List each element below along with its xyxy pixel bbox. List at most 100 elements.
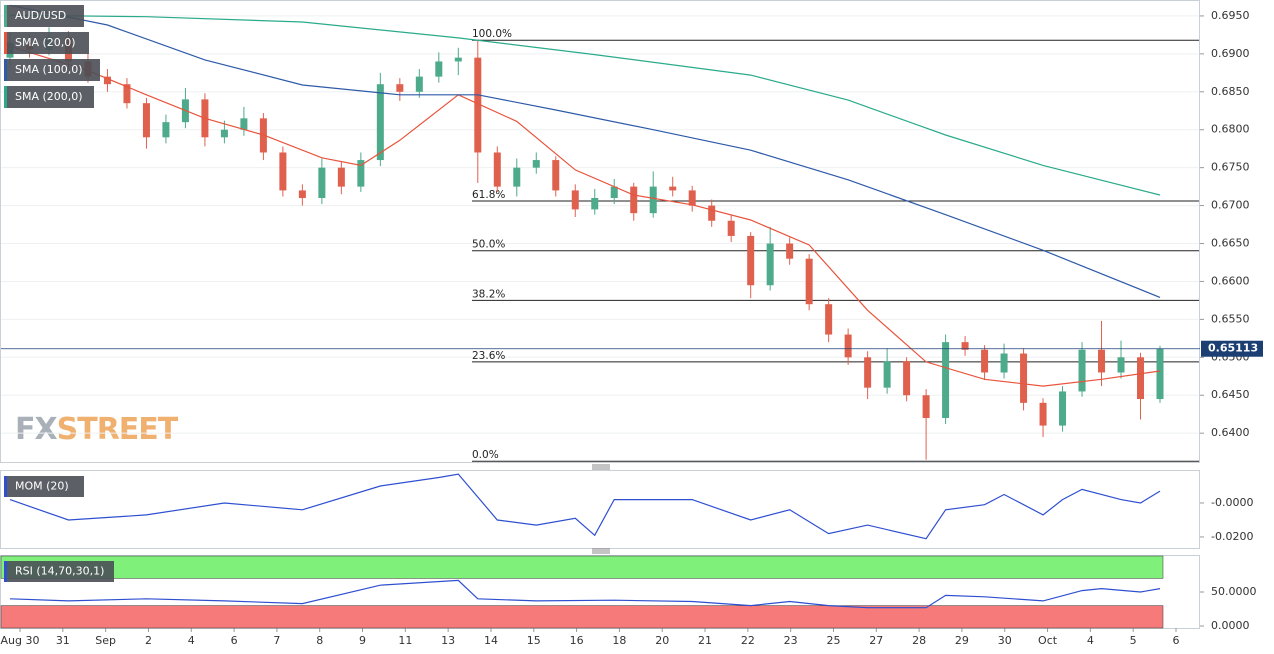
logo: FXSTREET bbox=[15, 412, 179, 447]
candle-body bbox=[708, 205, 716, 221]
candle-body bbox=[1098, 349, 1106, 373]
candle-body bbox=[1078, 349, 1086, 392]
candle-body bbox=[142, 103, 150, 138]
legend-label: SMA (20,0) bbox=[15, 36, 76, 49]
candle-body bbox=[493, 152, 501, 187]
mom-panel bbox=[0, 470, 1200, 549]
last-price-label: 0.65113 bbox=[1208, 342, 1258, 355]
candle-body bbox=[474, 57, 482, 153]
legend-box bbox=[4, 32, 89, 54]
logo-part: STREET bbox=[57, 412, 179, 447]
candle-body bbox=[747, 235, 755, 286]
legend-marker bbox=[4, 561, 7, 582]
x-tick-label: 20 bbox=[655, 634, 669, 647]
y-tick-label: -0.0000 bbox=[1211, 496, 1253, 509]
candle-body bbox=[357, 160, 365, 187]
candle-body bbox=[552, 160, 560, 191]
y-tick-label: 0.6650 bbox=[1211, 237, 1250, 250]
legend-box bbox=[4, 5, 84, 27]
candle-body bbox=[1059, 391, 1067, 426]
candle-body bbox=[688, 190, 696, 206]
candle-body bbox=[610, 186, 618, 198]
x-tick-label: 4 bbox=[1087, 634, 1094, 647]
y-tick-label: 0.0000 bbox=[1211, 619, 1250, 632]
candle-body bbox=[1117, 357, 1125, 373]
x-tick-label: 30 bbox=[998, 634, 1012, 647]
candle-body bbox=[435, 61, 443, 77]
candle-body bbox=[942, 342, 950, 418]
x-tick-label: 29 bbox=[955, 634, 969, 647]
fib-label: 23.6% bbox=[472, 350, 505, 362]
y-tick-label: 50.0000 bbox=[1211, 585, 1257, 598]
candle-body bbox=[298, 190, 306, 198]
x-tick-label: 13 bbox=[441, 634, 455, 647]
x-tick-label: 8 bbox=[316, 634, 323, 647]
fib-label: 50.0% bbox=[472, 239, 505, 251]
x-tick-label: 21 bbox=[698, 634, 712, 647]
candle-body bbox=[318, 167, 326, 198]
candle-body bbox=[1039, 402, 1047, 426]
x-tick-label: 23 bbox=[784, 634, 798, 647]
sma-line bbox=[9, 14, 1161, 196]
last-price-tag bbox=[1201, 340, 1263, 357]
x-tick-label: 28 bbox=[912, 634, 926, 647]
candle-body bbox=[630, 186, 638, 214]
legend-box bbox=[4, 59, 100, 81]
candle-body bbox=[454, 57, 462, 62]
legend-label: MOM (20) bbox=[15, 480, 69, 493]
x-tick-label: 7 bbox=[273, 634, 280, 647]
candle-body bbox=[279, 152, 287, 191]
candle-body bbox=[766, 243, 774, 286]
legend-box bbox=[4, 476, 84, 497]
indicator-line bbox=[9, 579, 1161, 609]
x-tick-label: Aug 30 bbox=[1, 634, 40, 647]
x-tick-label: 22 bbox=[741, 634, 755, 647]
x-tick-label: 16 bbox=[570, 634, 584, 647]
candle-body bbox=[903, 361, 911, 396]
x-tick-label: 15 bbox=[527, 634, 541, 647]
candle-body bbox=[337, 167, 345, 187]
y-tick-label: 0.6450 bbox=[1211, 388, 1250, 401]
y-tick-label: 0.6700 bbox=[1211, 199, 1250, 212]
main-panel bbox=[0, 0, 1200, 463]
candle-body bbox=[1137, 357, 1145, 400]
x-tick-label: Oct bbox=[1038, 634, 1058, 647]
candle-body bbox=[591, 198, 599, 210]
x-tick-label: 6 bbox=[1173, 634, 1180, 647]
logo-part: FX bbox=[15, 412, 57, 447]
candle-body bbox=[103, 76, 111, 85]
x-tick-label: 4 bbox=[188, 634, 195, 647]
legend-marker bbox=[4, 86, 7, 108]
legend-marker bbox=[4, 32, 7, 54]
legend-label: SMA (200,0) bbox=[15, 90, 83, 103]
y-tick-label: 0.6600 bbox=[1211, 274, 1250, 287]
oversold-band bbox=[0, 605, 1164, 629]
candle-body bbox=[513, 167, 521, 187]
candle-body bbox=[922, 395, 930, 418]
fib-label: 38.2% bbox=[472, 288, 505, 300]
y-tick-label: 0.6550 bbox=[1211, 312, 1250, 325]
candle-body bbox=[240, 118, 248, 130]
legend-label: SMA (100,0) bbox=[15, 63, 83, 76]
candle-body bbox=[805, 258, 813, 305]
legend-label: RSI (14,70,30,1) bbox=[15, 565, 104, 578]
legend-marker bbox=[4, 59, 7, 81]
candle-body bbox=[883, 361, 891, 388]
legend-marker bbox=[4, 5, 7, 27]
candle-body bbox=[376, 84, 384, 161]
x-tick-label: Sep bbox=[95, 634, 116, 647]
resize-handle[interactable] bbox=[592, 464, 610, 470]
sma-line bbox=[9, 45, 1161, 387]
candle-body bbox=[532, 160, 540, 168]
resize-handle[interactable] bbox=[592, 548, 610, 554]
x-tick-label: 31 bbox=[56, 634, 70, 647]
y-tick-label: 0.6850 bbox=[1211, 85, 1250, 98]
fib-label: 100.0% bbox=[472, 28, 512, 40]
x-tick-label: 14 bbox=[484, 634, 498, 647]
candle-body bbox=[825, 304, 833, 335]
legend-label: AUD/USD bbox=[15, 9, 66, 22]
candle-body bbox=[649, 186, 657, 214]
x-tick-label: 6 bbox=[231, 634, 238, 647]
